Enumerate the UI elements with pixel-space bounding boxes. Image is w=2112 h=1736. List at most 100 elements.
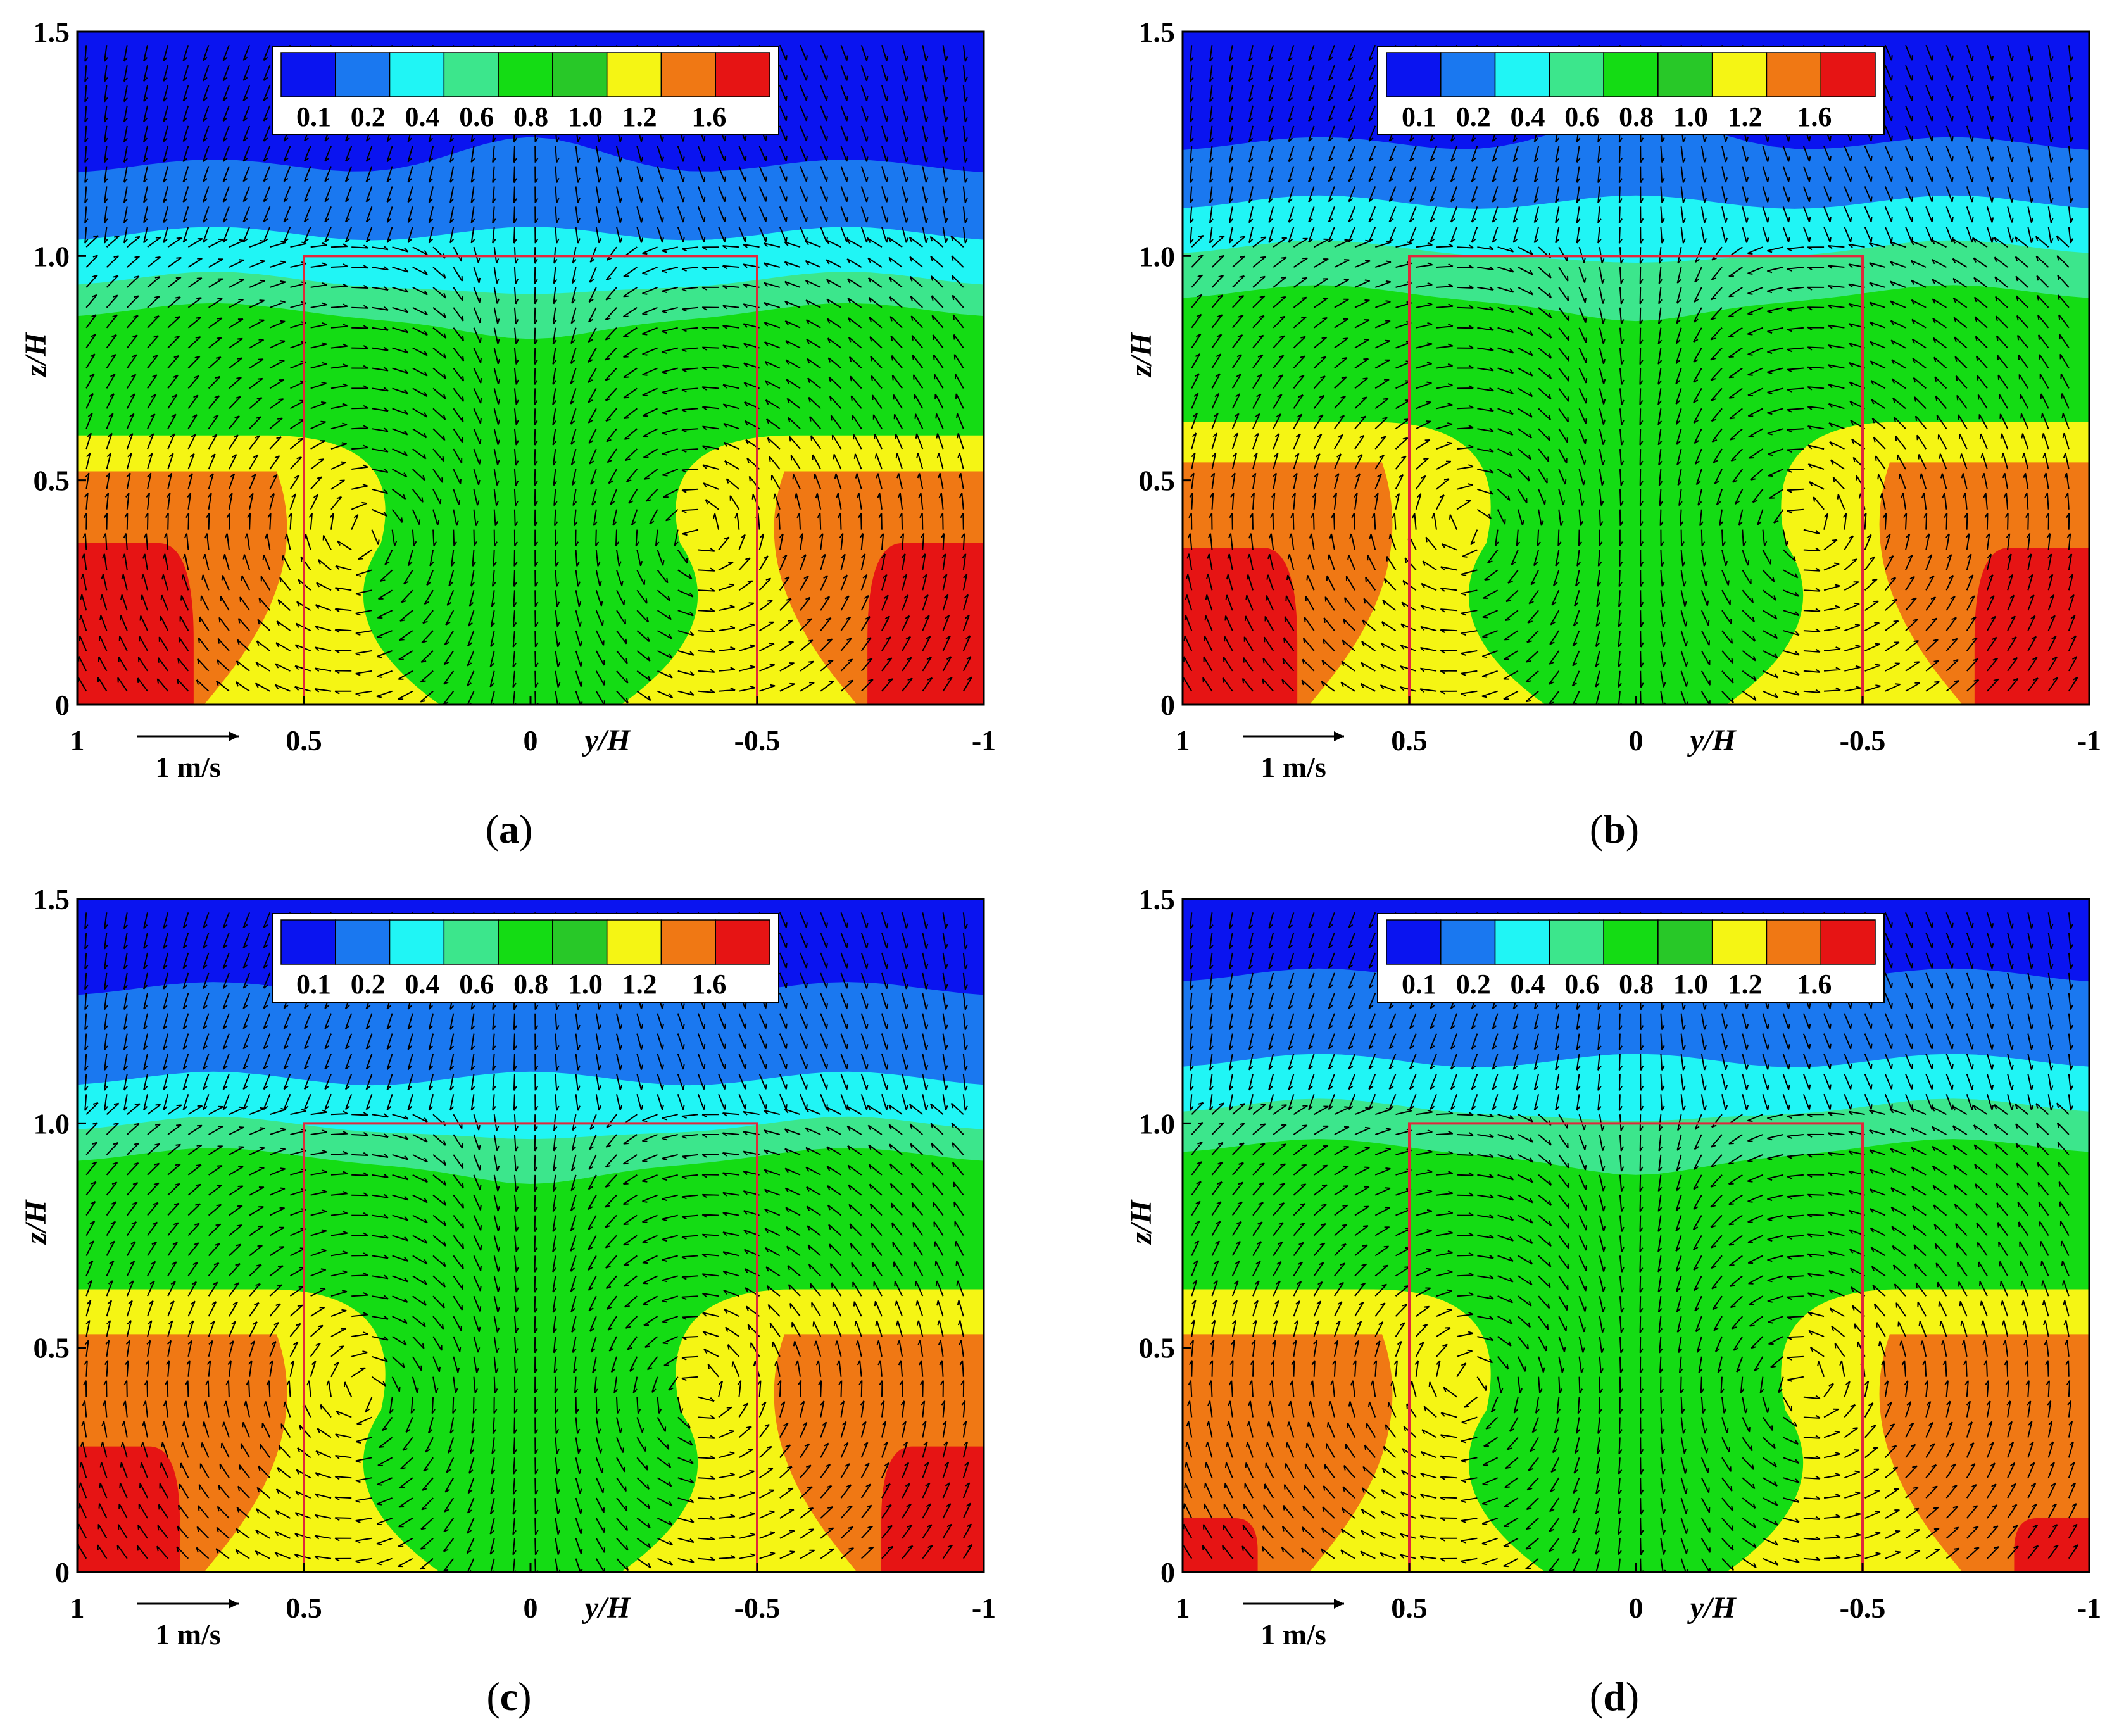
colorbar-tick-label: 1.2 [1728, 969, 1763, 1000]
colorbar-tick-label: 1.0 [568, 969, 603, 1000]
colorbar-tick-label: 0.1 [296, 969, 331, 1000]
velocity-vectors [1183, 44, 2078, 705]
reference-vector-label: 1 m/s [1260, 751, 1326, 783]
building-outline [1408, 255, 1864, 705]
x-tick-label: 0 [1629, 1592, 1644, 1624]
colorbar-swatch [1494, 52, 1550, 97]
colorbar-swatch [552, 52, 608, 97]
vector-field-arrows [1183, 912, 2079, 1572]
contour-red-left [77, 1446, 180, 1572]
colorbar-swatch [1440, 52, 1496, 97]
vector-field-arrows [77, 44, 973, 705]
colorbar-swatch [1494, 919, 1550, 965]
colorbar-swatch [660, 52, 716, 97]
reference-vector-label: 1 m/s [1260, 1618, 1326, 1651]
x-tick-label: 0 [524, 1592, 538, 1624]
colorbar-tick-label: 1.6 [1797, 101, 1832, 132]
colorbar-tick-label: 1.2 [622, 101, 657, 132]
reference-vector-label: 1 m/s [155, 1618, 221, 1651]
contour-red-right [1974, 547, 2089, 705]
x-tick-label: 0 [1629, 724, 1644, 757]
y-tick-label: 1.0 [1139, 1107, 1176, 1140]
y-tick-label: 0.5 [1139, 465, 1176, 497]
x-tick-label: 0.5 [286, 724, 322, 757]
velocity-vectors [77, 44, 973, 705]
x-axis-label: y/H [1687, 1591, 1737, 1625]
colorbar-tick-label: 0.1 [296, 101, 331, 132]
colorbar-swatch [1711, 52, 1768, 97]
colorbar-swatch [280, 919, 336, 965]
colorbar-swatch [1820, 919, 1876, 965]
panel-c: 0.1 0.2 0.4 0.6 0.8 1.0 1.2 1.6 0 0.5 1.0 1.5 1 0.5 0 -… [19, 883, 996, 1719]
panel-caption: (b) [1590, 807, 1639, 852]
y-tick-label: 0 [1160, 1556, 1175, 1588]
colorbar-swatch [606, 52, 662, 97]
colorbar-swatch [1820, 52, 1876, 97]
colorbar-swatch [1657, 919, 1713, 965]
colorbar-tick-label: 0.4 [405, 969, 440, 1000]
y-axis-label: z/H [1124, 332, 1158, 378]
colorbar-swatch [443, 919, 499, 965]
y-tick-label: 0.5 [34, 1332, 70, 1364]
colorbar-swatch [1711, 919, 1768, 965]
colorbar-swatch [1657, 52, 1713, 97]
y-tick-label: 1.5 [34, 883, 70, 915]
x-tick-label: -0.5 [734, 724, 781, 757]
contour-red-left [77, 543, 194, 705]
x-tick-label: 1 [1176, 1592, 1190, 1624]
panel-caption: (d) [1590, 1674, 1639, 1719]
y-tick-label: 1.5 [34, 16, 70, 48]
y-tick-label: 0 [55, 689, 70, 721]
colorbar-tick-label: 0.4 [1511, 101, 1545, 132]
colorbar-tick-label: 0.8 [1619, 969, 1654, 1000]
x-tick-label: 1 [1176, 724, 1190, 757]
colorbar-tick-label: 0.8 [513, 101, 548, 132]
colorbar-swatch [1766, 52, 1821, 97]
x-tick-label: -1 [972, 1592, 996, 1624]
colorbar-swatch [1386, 52, 1442, 97]
contour-red-right [881, 1446, 984, 1572]
panel-caption: (c) [486, 1674, 531, 1719]
colorbar-swatch [1603, 919, 1659, 965]
contour-red-left [1183, 547, 1298, 705]
colorbar-tick-label: 0.1 [1402, 969, 1436, 1000]
colorbar-tick-label: 0.2 [1456, 101, 1491, 132]
x-tick-label: 1 [70, 1592, 85, 1624]
colorbar-tick-label: 1.6 [691, 101, 726, 132]
colorbar-tick-label: 0.2 [351, 969, 386, 1000]
colorbar-tick-label: 1.6 [691, 969, 726, 1000]
x-tick-label: -1 [2077, 724, 2101, 757]
reference-vector-head [229, 1599, 239, 1609]
x-tick-label: -1 [2077, 1592, 2101, 1624]
colorbar-swatch [498, 919, 553, 965]
y-axis-label: z/H [19, 1199, 53, 1245]
colorbar-tick-label: 1.0 [1673, 101, 1708, 132]
colorbar-tick-label: 1.2 [622, 969, 657, 1000]
colorbar-swatch [1549, 919, 1604, 965]
colorbar-tick-label: 1.2 [1728, 101, 1763, 132]
building-outline [303, 255, 758, 705]
colorbar-swatch [715, 919, 770, 965]
x-tick-label: 0.5 [1391, 724, 1428, 757]
x-tick-label: 1 [70, 724, 85, 757]
reference-vector-label: 1 m/s [155, 751, 221, 783]
building-outline [1408, 1122, 1864, 1572]
colorbar-swatch [1603, 52, 1659, 97]
colorbar-tick-label: 0.6 [1564, 969, 1599, 1000]
colorbar-swatch [1549, 52, 1604, 97]
x-tick-label: 0.5 [1391, 1592, 1428, 1624]
colorbar-tick-label: 0.8 [1619, 101, 1654, 132]
colorbar-swatch [660, 919, 716, 965]
velocity-vectors [77, 912, 973, 1572]
colorbar-swatch [389, 52, 445, 97]
colorbar-swatch [443, 52, 499, 97]
colorbar-swatch [335, 919, 391, 965]
y-tick-label: 1.5 [1139, 16, 1176, 48]
y-axis-label: z/H [19, 332, 53, 378]
colorbar-tick-label: 0.6 [1564, 101, 1599, 132]
contour-orange-left [1183, 1334, 1393, 1572]
contour-red-left [1183, 1518, 1258, 1572]
x-tick-label: 0.5 [286, 1592, 322, 1624]
x-tick-label: -0.5 [734, 1592, 781, 1624]
